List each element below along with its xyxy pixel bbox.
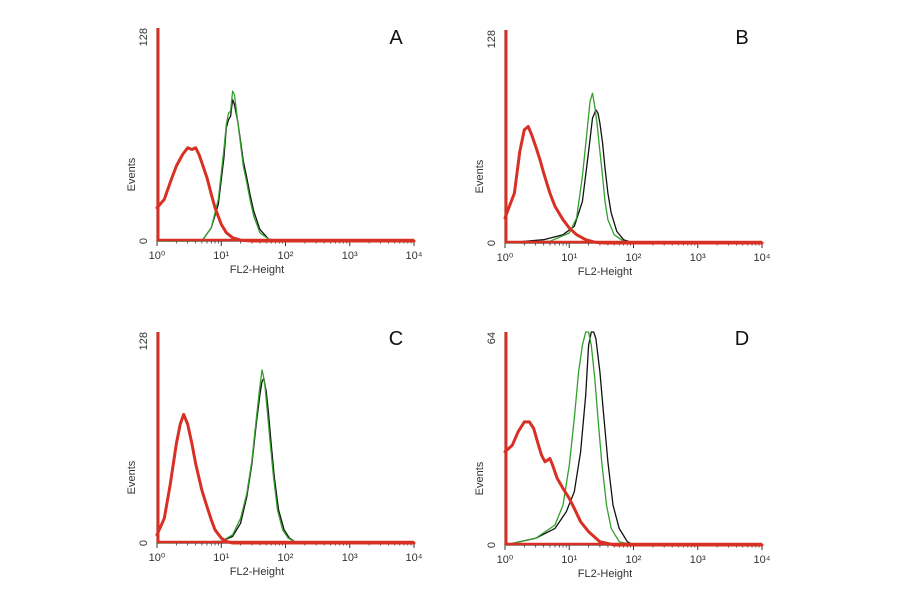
- y-tick-label-zero: 0: [486, 240, 498, 246]
- histogram-panel-c: 10⁰ 10¹ 10² 10³ 10⁴ 128 0 Events FL2-Height C: [126, 328, 423, 578]
- y-tick-label-zero: 0: [486, 542, 498, 548]
- x-tick-label: 10¹: [213, 250, 229, 262]
- panel-letter: C: [389, 328, 403, 350]
- x-tick-label: 10⁰: [497, 252, 514, 264]
- y-axis-label: Events: [126, 157, 138, 191]
- x-tick-label: 10³: [342, 552, 358, 564]
- y-tick-label-max: 128: [138, 332, 150, 350]
- x-tick-label: 10¹: [561, 554, 577, 566]
- series-black-line: [156, 98, 415, 242]
- series-red-line: [503, 125, 764, 245]
- x-tick-label: 10⁴: [406, 250, 423, 262]
- x-tick-label: 10¹: [561, 252, 577, 264]
- series-red-line: [155, 412, 416, 545]
- histogram-panel-b: 10⁰ 10¹ 10² 10³ 10⁴ 128 0 Events FL2-Height B: [474, 27, 771, 278]
- series-green-line: [156, 369, 415, 544]
- y-tick-label-zero: 0: [138, 540, 150, 546]
- x-axis-label: FL2-Height: [578, 266, 632, 278]
- panel-letter: D: [735, 328, 749, 350]
- x-tick-label: 10²: [278, 552, 294, 564]
- histogram-panel-a: 10⁰ 10¹ 10² 10³ 10⁴ 128 0 Events FL2-Height A: [126, 27, 423, 276]
- x-tick-label: 10³: [690, 554, 706, 566]
- series-red-line: [503, 420, 764, 547]
- y-tick-label-zero: 0: [138, 238, 150, 244]
- x-tick-label: 10³: [690, 252, 706, 264]
- x-tick-label: 10²: [278, 250, 294, 262]
- y-tick-label-max: 64: [486, 332, 498, 344]
- x-tick-label: 10³: [342, 250, 358, 262]
- x-axis-label: FL2-Height: [230, 566, 284, 578]
- x-tick-label: 10²: [626, 554, 642, 566]
- series-red-line: [155, 146, 416, 243]
- x-axis-label: FL2-Height: [230, 264, 284, 276]
- x-tick-label: 10⁴: [754, 252, 771, 264]
- histogram-panel-d: 10⁰ 10¹ 10² 10³ 10⁴ 64 0 Events FL2-Height D: [474, 328, 771, 580]
- y-axis-label: Events: [474, 461, 486, 495]
- panel-letter: A: [389, 27, 403, 49]
- y-tick-label-max: 128: [486, 30, 498, 48]
- x-tick-label: 10⁴: [406, 552, 423, 564]
- x-tick-label: 10¹: [213, 552, 229, 564]
- panel-letter: B: [735, 27, 748, 49]
- x-tick-label: 10⁰: [497, 554, 514, 566]
- series-green-line: [504, 331, 763, 546]
- x-tick-label: 10²: [626, 252, 642, 264]
- series-black-line: [504, 331, 763, 546]
- y-axis-label: Events: [126, 460, 138, 494]
- x-tick-label: 10⁰: [149, 250, 166, 262]
- y-tick-label-max: 128: [138, 28, 150, 46]
- series-green-line: [504, 92, 763, 244]
- series-green-line: [156, 90, 415, 242]
- x-tick-label: 10⁰: [149, 552, 166, 564]
- x-tick-label: 10⁴: [754, 554, 771, 566]
- y-axis-label: Events: [474, 159, 486, 193]
- x-axis-label: FL2-Height: [578, 568, 632, 580]
